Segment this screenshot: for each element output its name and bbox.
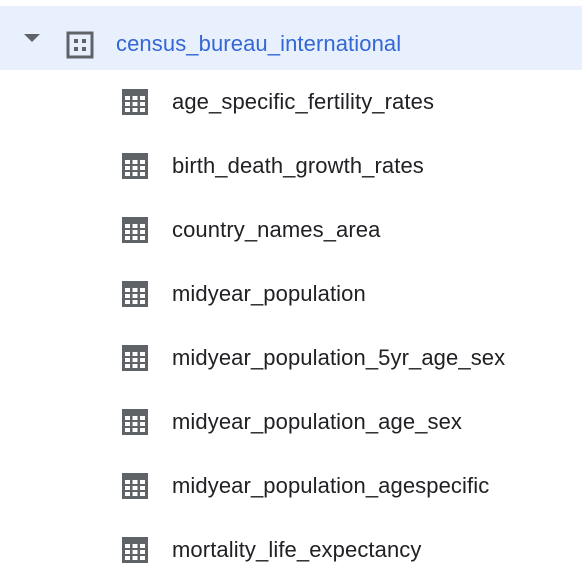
table-row-midyear-population-age-sex[interactable]: midyear_population_age_sex <box>0 390 582 454</box>
table-icon <box>122 473 148 499</box>
table-icon <box>122 345 148 371</box>
dataset-name[interactable]: census_bureau_international <box>116 31 402 56</box>
table-icon <box>122 537 148 563</box>
table-row-midyear-population[interactable]: midyear_population <box>0 262 582 326</box>
table-name[interactable]: midyear_population_5yr_age_sex <box>172 345 506 370</box>
table-icon <box>122 89 148 115</box>
table-name[interactable]: midyear_population <box>172 281 366 306</box>
table-row-country-names-area[interactable]: country_names_area <box>0 198 582 262</box>
table-row-mortality-life-expectancy[interactable]: mortality_life_expectancy <box>0 518 582 582</box>
table-name[interactable]: birth_death_growth_rates <box>172 153 424 178</box>
table-icon <box>122 281 148 307</box>
table-name[interactable]: age_specific_fertility_rates <box>172 89 435 114</box>
dataset-row-census-bureau-international[interactable]: census_bureau_international <box>0 6 582 70</box>
table-row-midyear-population-5yr-age-sex[interactable]: midyear_population_5yr_age_sex <box>0 326 582 390</box>
table-row-age-specific-fertility-rates[interactable]: age_specific_fertility_rates <box>0 70 582 134</box>
table-icon <box>122 217 148 243</box>
table-name[interactable]: midyear_population_agespecific <box>172 473 490 498</box>
table-icon <box>122 153 148 179</box>
table-name[interactable]: mortality_life_expectancy <box>172 537 422 562</box>
table-row-birth-death-growth-rates[interactable]: birth_death_growth_rates <box>0 134 582 198</box>
table-icon <box>122 409 148 435</box>
table-name[interactable]: midyear_population_age_sex <box>172 409 463 434</box>
caret-down-icon[interactable] <box>24 34 40 42</box>
table-name[interactable]: country_names_area <box>172 217 381 242</box>
table-row-midyear-population-agespecific[interactable]: midyear_population_agespecific <box>0 454 582 518</box>
dataset-grid-icon <box>66 31 94 59</box>
